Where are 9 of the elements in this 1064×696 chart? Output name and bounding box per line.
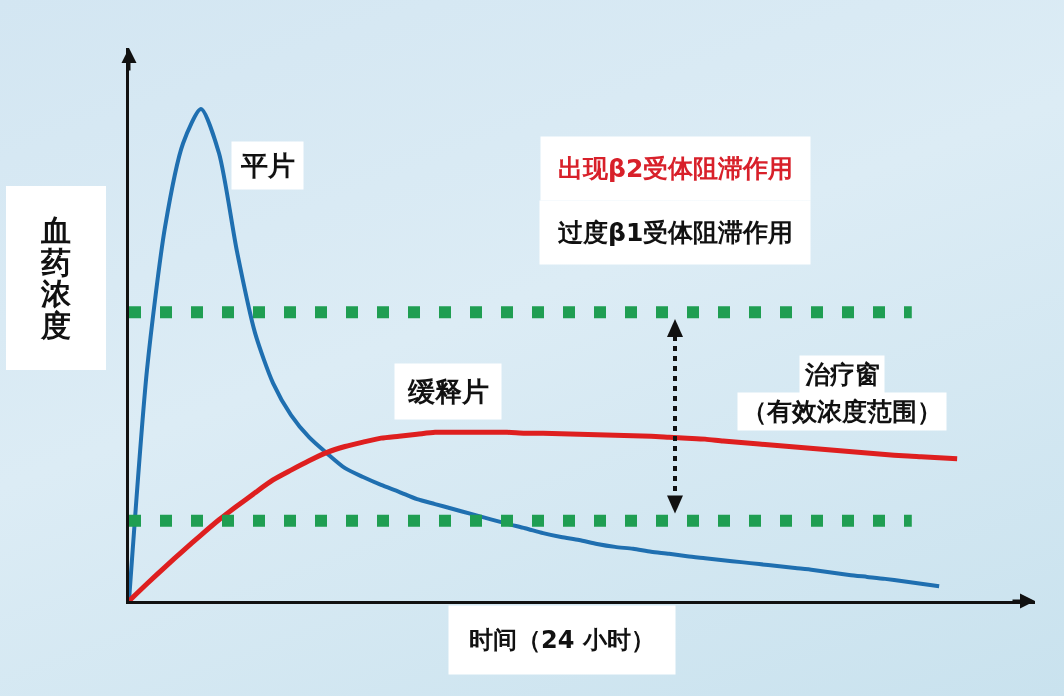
annotation: 出现β2受体阻滞作用 xyxy=(558,154,794,183)
series-label: 缓释片 xyxy=(407,376,489,407)
annotation: 治疗窗 xyxy=(804,360,880,389)
series-label: 平片 xyxy=(240,150,295,181)
y-axis-title: 血药浓度 xyxy=(40,213,72,343)
annotation: （有效浓度范围） xyxy=(742,397,942,426)
x-axis-title: 时间（24 小时） xyxy=(469,626,655,654)
label-box: 血药浓度 xyxy=(6,186,106,370)
annotation: 过度β1受体阻滞作用 xyxy=(557,218,794,247)
